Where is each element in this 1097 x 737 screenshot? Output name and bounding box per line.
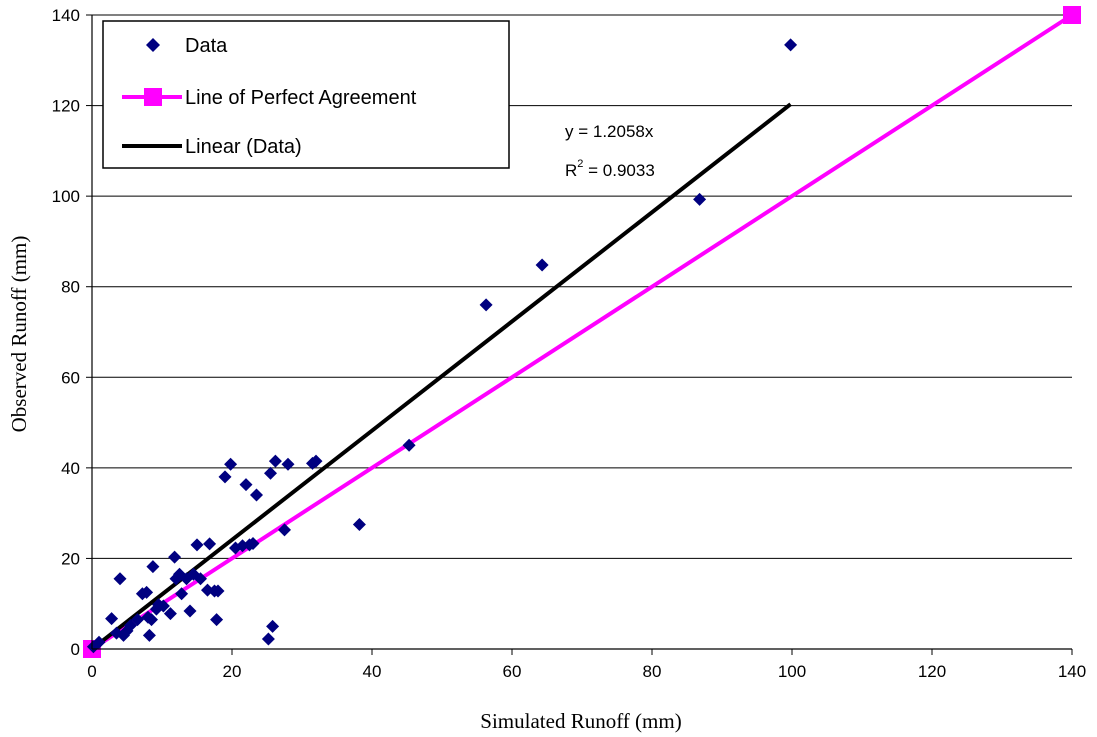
data-point-54 [784,38,798,52]
x-axis-ticks: 0 20 40 60 80 100 120 140 [87,649,1086,681]
data-point-18 [163,607,177,621]
r-squared-exponent: 2 [577,158,583,170]
data-point-17 [156,599,170,613]
data-point-33 [218,470,232,484]
legend-label-linear: Linear (Data) [185,136,302,158]
data-point-42 [264,466,277,480]
legend-label-data: Data [185,35,228,57]
y-tick-label-80: 80 [61,278,80,297]
x-tick-label-100: 100 [778,662,806,681]
axes [91,15,1072,650]
y-tick-label-140: 140 [52,6,80,25]
legend-item-perfect-agreement: Line of Perfect Agreement [122,87,417,109]
data-point-22 [175,587,189,601]
data-point-41 [261,632,275,646]
data-point-4 [113,572,127,586]
data-point-49 [352,517,366,531]
y-tick-label-60: 60 [61,368,80,387]
legend-box [102,20,510,169]
r-squared-value: = 0.9033 [583,161,654,180]
x-tick-label-120: 120 [918,662,946,681]
data-point-2 [105,612,119,626]
data-point-45 [278,523,291,537]
x-tick-label-80: 80 [643,662,662,681]
data-point-13 [145,613,158,627]
data-point-46 [281,457,295,471]
y-tick-label-120: 120 [52,97,80,116]
y-axis-ticks: 0 20 40 60 80 100 120 140 [52,6,92,659]
x-tick-label-140: 140 [1058,662,1086,681]
y-tick-label-20: 20 [61,549,80,568]
data-point-1 [92,635,106,649]
legend-item-data: Data [146,35,228,57]
data-point-52 [535,258,549,272]
data-points [86,38,798,654]
y-axis-title: Observed Runoff (mm) [7,236,31,433]
perfect-agreement-marker-1 [1063,6,1081,24]
y-tick-label-100: 100 [52,187,80,206]
data-point-43 [266,619,280,633]
x-tick-label-0: 0 [87,662,96,681]
data-point-53 [693,192,707,206]
legend: Data Line of Perfect Agreement Linear (D… [102,20,510,169]
data-point-10 [140,585,154,599]
data-point-48 [309,454,323,468]
data-point-8 [131,613,144,627]
x-axis-title: Simulated Runoff (mm) [480,709,681,733]
x-tick-label-20: 20 [223,662,242,681]
data-point-31 [210,613,224,627]
legend-item-linear: Linear (Data) [122,136,302,158]
data-point-44 [268,454,282,468]
legend-marker-diamond [146,38,160,52]
legend-label-perfect-agreement: Line of Perfect Agreement [185,87,417,109]
data-point-26 [190,538,204,552]
data-point-19 [168,550,182,564]
y-tick-label-0: 0 [71,640,80,659]
r-squared-label: R2 = 0.9033 [565,158,655,180]
equation-label: y = 1.2058x [565,122,654,141]
x-tick-label-40: 40 [363,662,382,681]
data-point-12 [142,628,156,642]
data-point-40 [250,488,263,502]
linear-trendline [90,102,792,651]
x-tick-label-60: 60 [503,662,522,681]
data-point-24 [183,604,197,618]
r-squared-symbol: R [565,161,577,180]
legend-marker-square [144,88,162,106]
data-point-50 [402,438,416,452]
data-point-32 [211,584,225,598]
data-point-51 [479,298,493,312]
data-point-39 [246,536,260,550]
data-point-37 [239,478,253,492]
data-point-29 [203,537,217,551]
y-tick-label-40: 40 [61,459,80,478]
data-point-34 [224,457,238,471]
trendline-equation: y = 1.2058x R2 = 0.9033 [565,122,655,180]
data-point-27 [194,572,207,586]
data-point-14 [146,560,160,574]
